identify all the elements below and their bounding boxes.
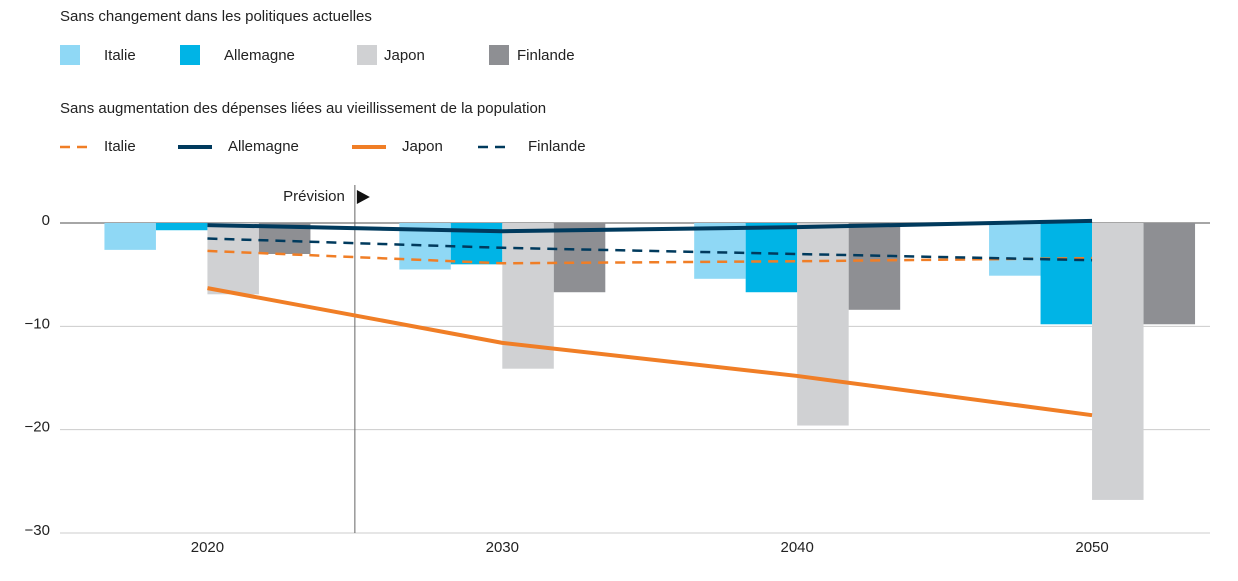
x-tick-label: 2030 — [486, 539, 519, 556]
bar — [1092, 223, 1144, 500]
legend-swatch — [357, 45, 377, 65]
forecast-label: Prévision — [283, 188, 345, 205]
line — [207, 286, 1093, 418]
x-tick-label: 2020 — [191, 539, 224, 556]
legend-label: Japon — [402, 138, 443, 155]
line-legend-title: Sans augmentation des dépenses liées au … — [60, 100, 546, 117]
legend-swatch — [180, 45, 200, 65]
legend-label: Allemagne — [228, 138, 299, 155]
y-tick-label: −30 — [25, 522, 50, 539]
line — [207, 218, 1093, 234]
bar — [989, 223, 1041, 276]
legend-swatch — [489, 45, 509, 65]
line — [207, 249, 1093, 265]
y-tick-label: −10 — [25, 315, 50, 332]
y-tick-label: 0 — [42, 212, 50, 229]
legend-label: Italie — [104, 47, 136, 64]
bar — [104, 223, 156, 250]
legend-label: Japon — [384, 47, 425, 64]
legend-label: Finlande — [517, 47, 575, 64]
bar — [745, 223, 798, 293]
x-tick-label: 2050 — [1075, 539, 1108, 556]
bar — [1040, 223, 1093, 325]
bar-legend-title: Sans changement dans les politiques actu… — [60, 8, 372, 25]
legend-label: Finlande — [528, 138, 586, 155]
line — [207, 237, 1093, 262]
legend-label: Italie — [104, 138, 136, 155]
legend-swatch — [60, 45, 80, 65]
x-tick-label: 2040 — [780, 539, 813, 556]
bar — [797, 223, 849, 426]
bar — [1143, 223, 1196, 325]
bar — [207, 223, 259, 295]
bar — [155, 223, 208, 231]
legend-label: Allemagne — [224, 47, 295, 64]
bar — [848, 223, 901, 310]
forecast-arrow — [356, 190, 370, 204]
y-tick-label: −20 — [25, 419, 50, 436]
bar — [553, 223, 606, 293]
